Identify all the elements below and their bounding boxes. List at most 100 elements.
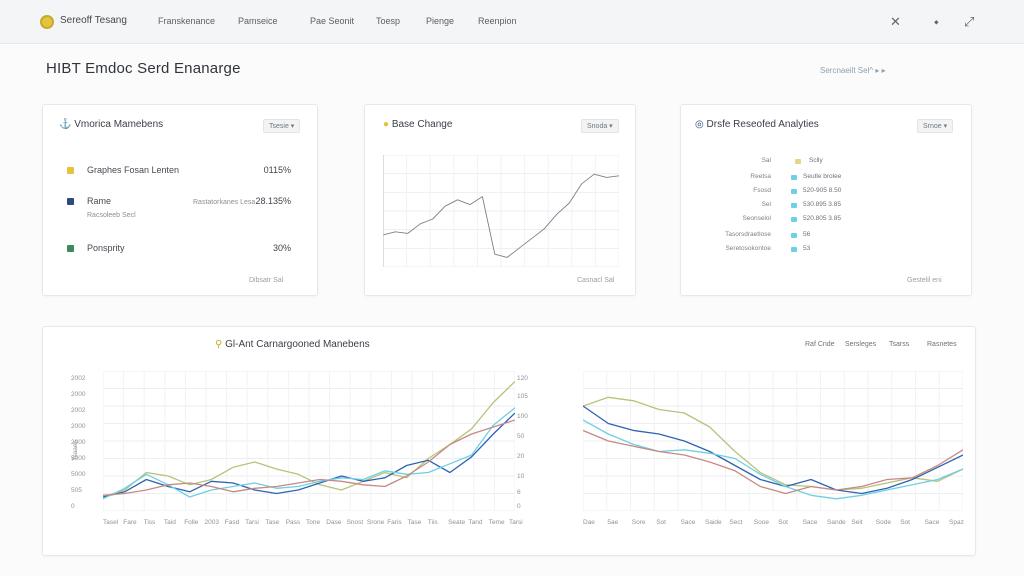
right-series-blue (583, 405, 963, 495)
x-tick: 2003 (204, 519, 219, 526)
x-tick: Sace (924, 519, 940, 526)
x-tick: Sace (680, 519, 696, 526)
member-row-label: Ponsprity (87, 243, 125, 253)
members-card: ⚓ Vmorica Mamebens Tsesie ▾ Graphes Fosa… (42, 104, 318, 296)
x-tick: Dae (583, 519, 595, 526)
x-tick: Sot (778, 519, 788, 526)
x-tick: Tand (468, 519, 483, 526)
y-axis-label: Tsaaes (71, 440, 79, 461)
legend-item-1[interactable]: Raf Cnde (805, 341, 835, 348)
right-tick: 105 (517, 393, 528, 400)
nav-item-1[interactable]: Franskenance (158, 16, 216, 26)
analytics-card-title: ◎ Drsfe Reseofed Analyties (695, 119, 819, 130)
y-tick: 2000 (71, 391, 86, 398)
members-filter-dropdown[interactable]: Tsesie ▾ (263, 119, 301, 133)
x-tick: Dase (326, 519, 342, 526)
analytics-row-label: Sel (761, 201, 771, 208)
legend-item-3[interactable]: Tsarss (889, 341, 910, 348)
analytics-header-label: Sal (761, 157, 771, 164)
analytics-row-value: 520-905 8.50 (803, 187, 842, 194)
analytics-header-value: Sclly (809, 157, 823, 164)
nav-item-4[interactable]: Toesp (376, 16, 401, 26)
member-row-value: 28.135% (255, 196, 291, 206)
x-tick: Tarsi (509, 519, 523, 526)
x-tick: Sore (631, 519, 646, 526)
analytics-row-swatch (791, 217, 797, 222)
nav-item-3[interactable]: Pae Seonit (310, 16, 355, 26)
analytics-row-value: 53 (803, 245, 811, 252)
x-tick: Tone (306, 519, 321, 526)
nav-item-6[interactable]: Reenpion (478, 16, 517, 26)
x-tick: Sot (900, 519, 910, 526)
x-tick: Spaz (949, 519, 964, 526)
x-tick: Tarsi (245, 519, 259, 526)
analytics-row-swatch (791, 247, 797, 252)
y-tick: 5000 (71, 471, 86, 478)
right-tick: 50 (517, 433, 525, 440)
y-tick: 505 (71, 487, 82, 494)
analytics-dropdown[interactable]: Srnoe ▾ (917, 119, 954, 133)
x-tick: Saide (705, 519, 722, 526)
x-tick: Seate (448, 519, 466, 526)
expand-icon[interactable]: ⤢ (964, 14, 975, 29)
x-tick: 5ae (607, 519, 619, 526)
member-row-label: Rame (87, 196, 112, 206)
coin-icon: ● (383, 119, 390, 130)
legend-swatch-yellow (67, 167, 74, 174)
page-title: HIBT Emdoc Serd Enanarge (46, 60, 241, 77)
right-tick: 0 (517, 503, 521, 510)
analytics-row-swatch (791, 203, 797, 208)
right-x-axis: Dae 5ae Sore Sot Sace Saide Sect Sooe Sot Sace San… (583, 519, 964, 531)
x-tick: Teme (488, 519, 505, 526)
x-tick: Pass (285, 519, 301, 526)
base-change-card-title: ● Base Change (383, 119, 453, 130)
analytics-row-swatch (791, 233, 797, 238)
analytics-footer[interactable]: Gestelil eni (907, 277, 942, 284)
page-meta-links[interactable]: Sercnaeilt Sel^ ▸ ▸ (820, 66, 886, 75)
analytics-row-label: Fsosd (753, 187, 771, 194)
right-tick: 6 (517, 489, 521, 496)
analytics-row-label: Seonselol (742, 215, 771, 222)
left-series-red (103, 419, 515, 496)
x-tick: Tasel (103, 519, 119, 526)
members-card-title: ⚓ Vmorica Mamebens (59, 119, 164, 130)
x-tick: Tase (265, 519, 280, 526)
x-tick: Sot (656, 519, 666, 526)
close-icon[interactable]: ✕ (890, 14, 901, 29)
analytics-row-value: Seutle brolee (803, 173, 842, 180)
base-change-card: ● Base Change Snoda ▾ Casnacl Sal (364, 104, 636, 296)
legend-item-4[interactable]: Rasnetes (927, 341, 957, 348)
right-tick: 20 (517, 453, 525, 460)
member-row-label: Graphes Fosan Lenten (87, 165, 180, 175)
legend-item-2[interactable]: Sersleges (845, 341, 877, 348)
x-tick: Seit (851, 519, 863, 526)
x-tick: Faris (387, 519, 402, 526)
app-brand[interactable]: Sereoff Tesang (60, 15, 127, 26)
base-change-dropdown[interactable]: Snoda ▾ (581, 119, 619, 133)
y-tick: 2000 (71, 439, 86, 446)
pin-marker-icon: ⚲ (215, 339, 223, 350)
member-row-value: 30% (272, 243, 291, 253)
comparison-card-title: ⚲ Gl-Ant Carnargooned Manebens (215, 339, 370, 350)
x-tick: Taid (163, 519, 176, 526)
analytics-row-value: 520.805 3.85 (803, 215, 841, 222)
nav-item-5[interactable]: Pienge (426, 16, 455, 26)
analytics-row-label: Tasorsdraetlose (725, 231, 771, 238)
members-card-footer[interactable]: Dibsatr Sal (249, 277, 284, 284)
analytics-card: ◎ Drsfe Reseofed Analyties Srnoe ▾ Sal S… (680, 104, 972, 296)
base-change-footer[interactable]: Casnacl Sal (577, 277, 615, 284)
base-change-line (383, 173, 619, 258)
analytics-row-swatch (791, 175, 797, 180)
nav-item-2[interactable]: Pamseice (238, 16, 278, 26)
right-tick: 120 (517, 375, 528, 382)
right-series-cyan (583, 419, 963, 500)
y-tick: 5000 (71, 455, 86, 462)
pin-icon[interactable]: ⬩ (934, 14, 939, 29)
globe-icon: ◎ (695, 119, 704, 130)
base-change-chart (383, 155, 619, 267)
right-series-red (583, 429, 963, 495)
analytics-row-value: 530.895 3.85 (803, 201, 841, 208)
left-series-cyan (103, 407, 515, 500)
x-tick: Sooe (753, 519, 769, 526)
anchor-icon: ⚓ (59, 119, 72, 130)
